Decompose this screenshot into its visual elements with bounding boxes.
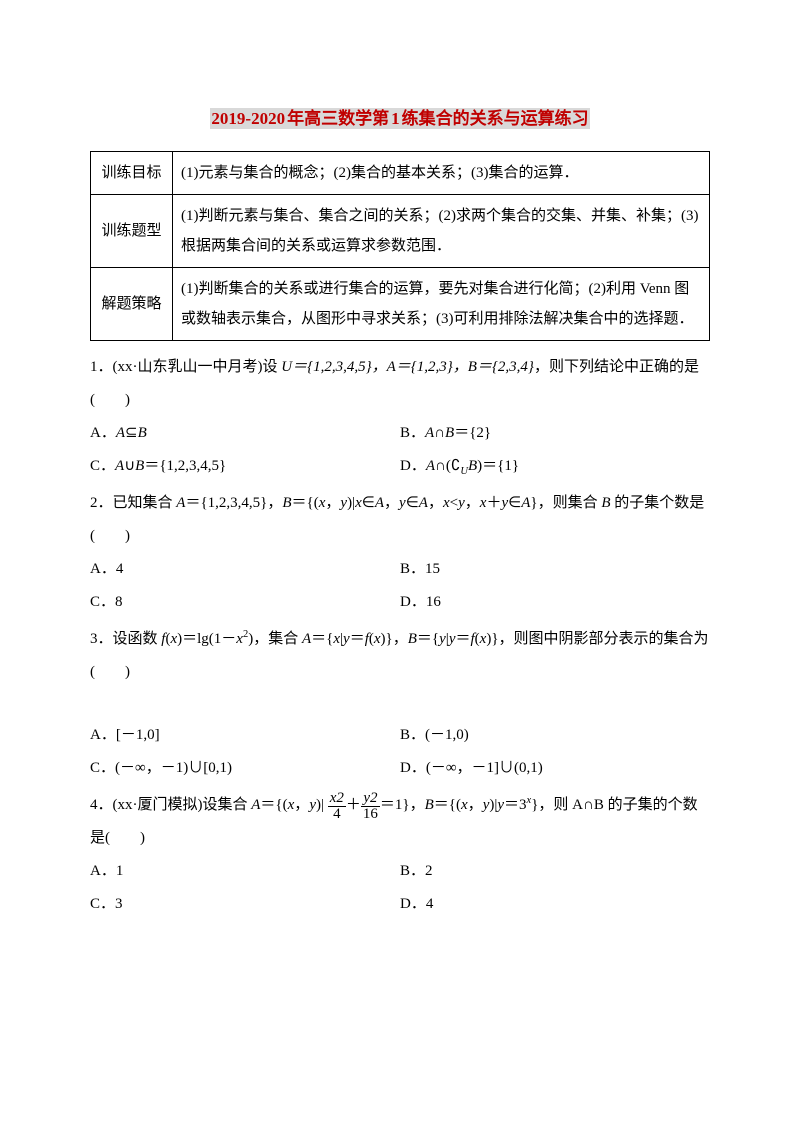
title-seg-4: 练集合的关系与运算练习	[401, 108, 590, 129]
title-seg-2: 年高三数学第	[286, 108, 390, 129]
options: A．[－1,0] B．(－1,0) C．(－∞，－1)∪[0,1) D．(－∞，…	[90, 719, 710, 785]
option-c: C．3	[90, 888, 400, 921]
table-row: 解题策略 (1)判断集合的关系或进行集合的运算，要先对集合进行化简；(2)利用 …	[91, 268, 710, 341]
options: A．1 B．2 C．3 D．4	[90, 855, 710, 921]
row-content: (1)判断元素与集合、集合之间的关系；(2)求两个集合的交集、并集、补集；(3)…	[173, 195, 710, 268]
table-row: 训练题型 (1)判断元素与集合、集合之间的关系；(2)求两个集合的交集、并集、补…	[91, 195, 710, 268]
figure-placeholder	[90, 689, 710, 719]
document-title: 2019-2020年高三数学第1练集合的关系与运算练习	[90, 100, 710, 137]
option-a: A．1	[90, 855, 400, 888]
option-d: D．A∩(∁UB)＝{1}	[400, 450, 710, 483]
question-stem: 2．已知集合 A＝{1,2,3,4,5}，B＝{(x，y)|x∈A，y∈A，x<…	[90, 487, 710, 553]
row-label: 训练题型	[91, 195, 173, 268]
row-label: 解题策略	[91, 268, 173, 341]
title-seg-3: 1	[390, 108, 401, 129]
option-a: A．[－1,0]	[90, 719, 400, 752]
title-seg-1: 2019-2020	[210, 108, 286, 129]
table-row: 训练目标 (1)元素与集合的概念；(2)集合的基本关系；(3)集合的运算．	[91, 152, 710, 195]
question-stem: 1．(xx·山东乳山一中月考)设 U＝{1,2,3,4,5}，A＝{1,2,3}…	[90, 351, 710, 417]
option-b: B．15	[400, 553, 710, 586]
question-stem: 3．设函数 f(x)＝lg(1－x2)，集合 A＝{x|y＝f(x)}，B＝{y…	[90, 623, 710, 689]
info-table: 训练目标 (1)元素与集合的概念；(2)集合的基本关系；(3)集合的运算． 训练…	[90, 151, 710, 341]
row-content: (1)元素与集合的概念；(2)集合的基本关系；(3)集合的运算．	[173, 152, 710, 195]
option-a: A．A⊆B	[90, 417, 400, 450]
option-b: B．2	[400, 855, 710, 888]
stem-pre: 2．已知集合	[90, 495, 176, 511]
stem-pre: 1．(xx·山东乳山一中月考)设	[90, 359, 281, 375]
stem-pre: 3．设函数	[90, 631, 161, 647]
question-stem: 4．(xx·厦门模拟)设集合 A＝{(x，y)| x24＋y216＝1}，B＝{…	[90, 789, 710, 855]
option-d: D．16	[400, 586, 710, 619]
row-label: 训练目标	[91, 152, 173, 195]
option-b: B．A∩B＝{2}	[400, 417, 710, 450]
stem-pre: 4．(xx·厦门模拟)设集合	[90, 797, 251, 813]
question-list: 1．(xx·山东乳山一中月考)设 U＝{1,2,3,4,5}，A＝{1,2,3}…	[90, 351, 710, 921]
option-b: B．(－1,0)	[400, 719, 710, 752]
option-d: D．(－∞，－1]∪(0,1)	[400, 752, 710, 785]
option-c: C．A∪B＝{1,2,3,4,5}	[90, 450, 400, 483]
option-d: D．4	[400, 888, 710, 921]
option-c: C．8	[90, 586, 400, 619]
fraction-x: x24	[328, 791, 346, 822]
option-c: C．(－∞，－1)∪[0,1)	[90, 752, 400, 785]
option-a: A．4	[90, 553, 400, 586]
options: A．4 B．15 C．8 D．16	[90, 553, 710, 619]
fraction-y: y216	[361, 791, 380, 822]
options: A．A⊆B B．A∩B＝{2} C．A∪B＝{1,2,3,4,5} D．A∩(∁…	[90, 417, 710, 483]
stem-math: U＝{1,2,3,4,5}，A＝{1,2,3}，B＝{2,3,4}	[281, 359, 534, 375]
stem-post: ，则图中阴影部分表示的集合为( )	[90, 631, 709, 680]
row-content: (1)判断集合的关系或进行集合的运算，要先对集合进行化简；(2)利用 Venn …	[173, 268, 710, 341]
